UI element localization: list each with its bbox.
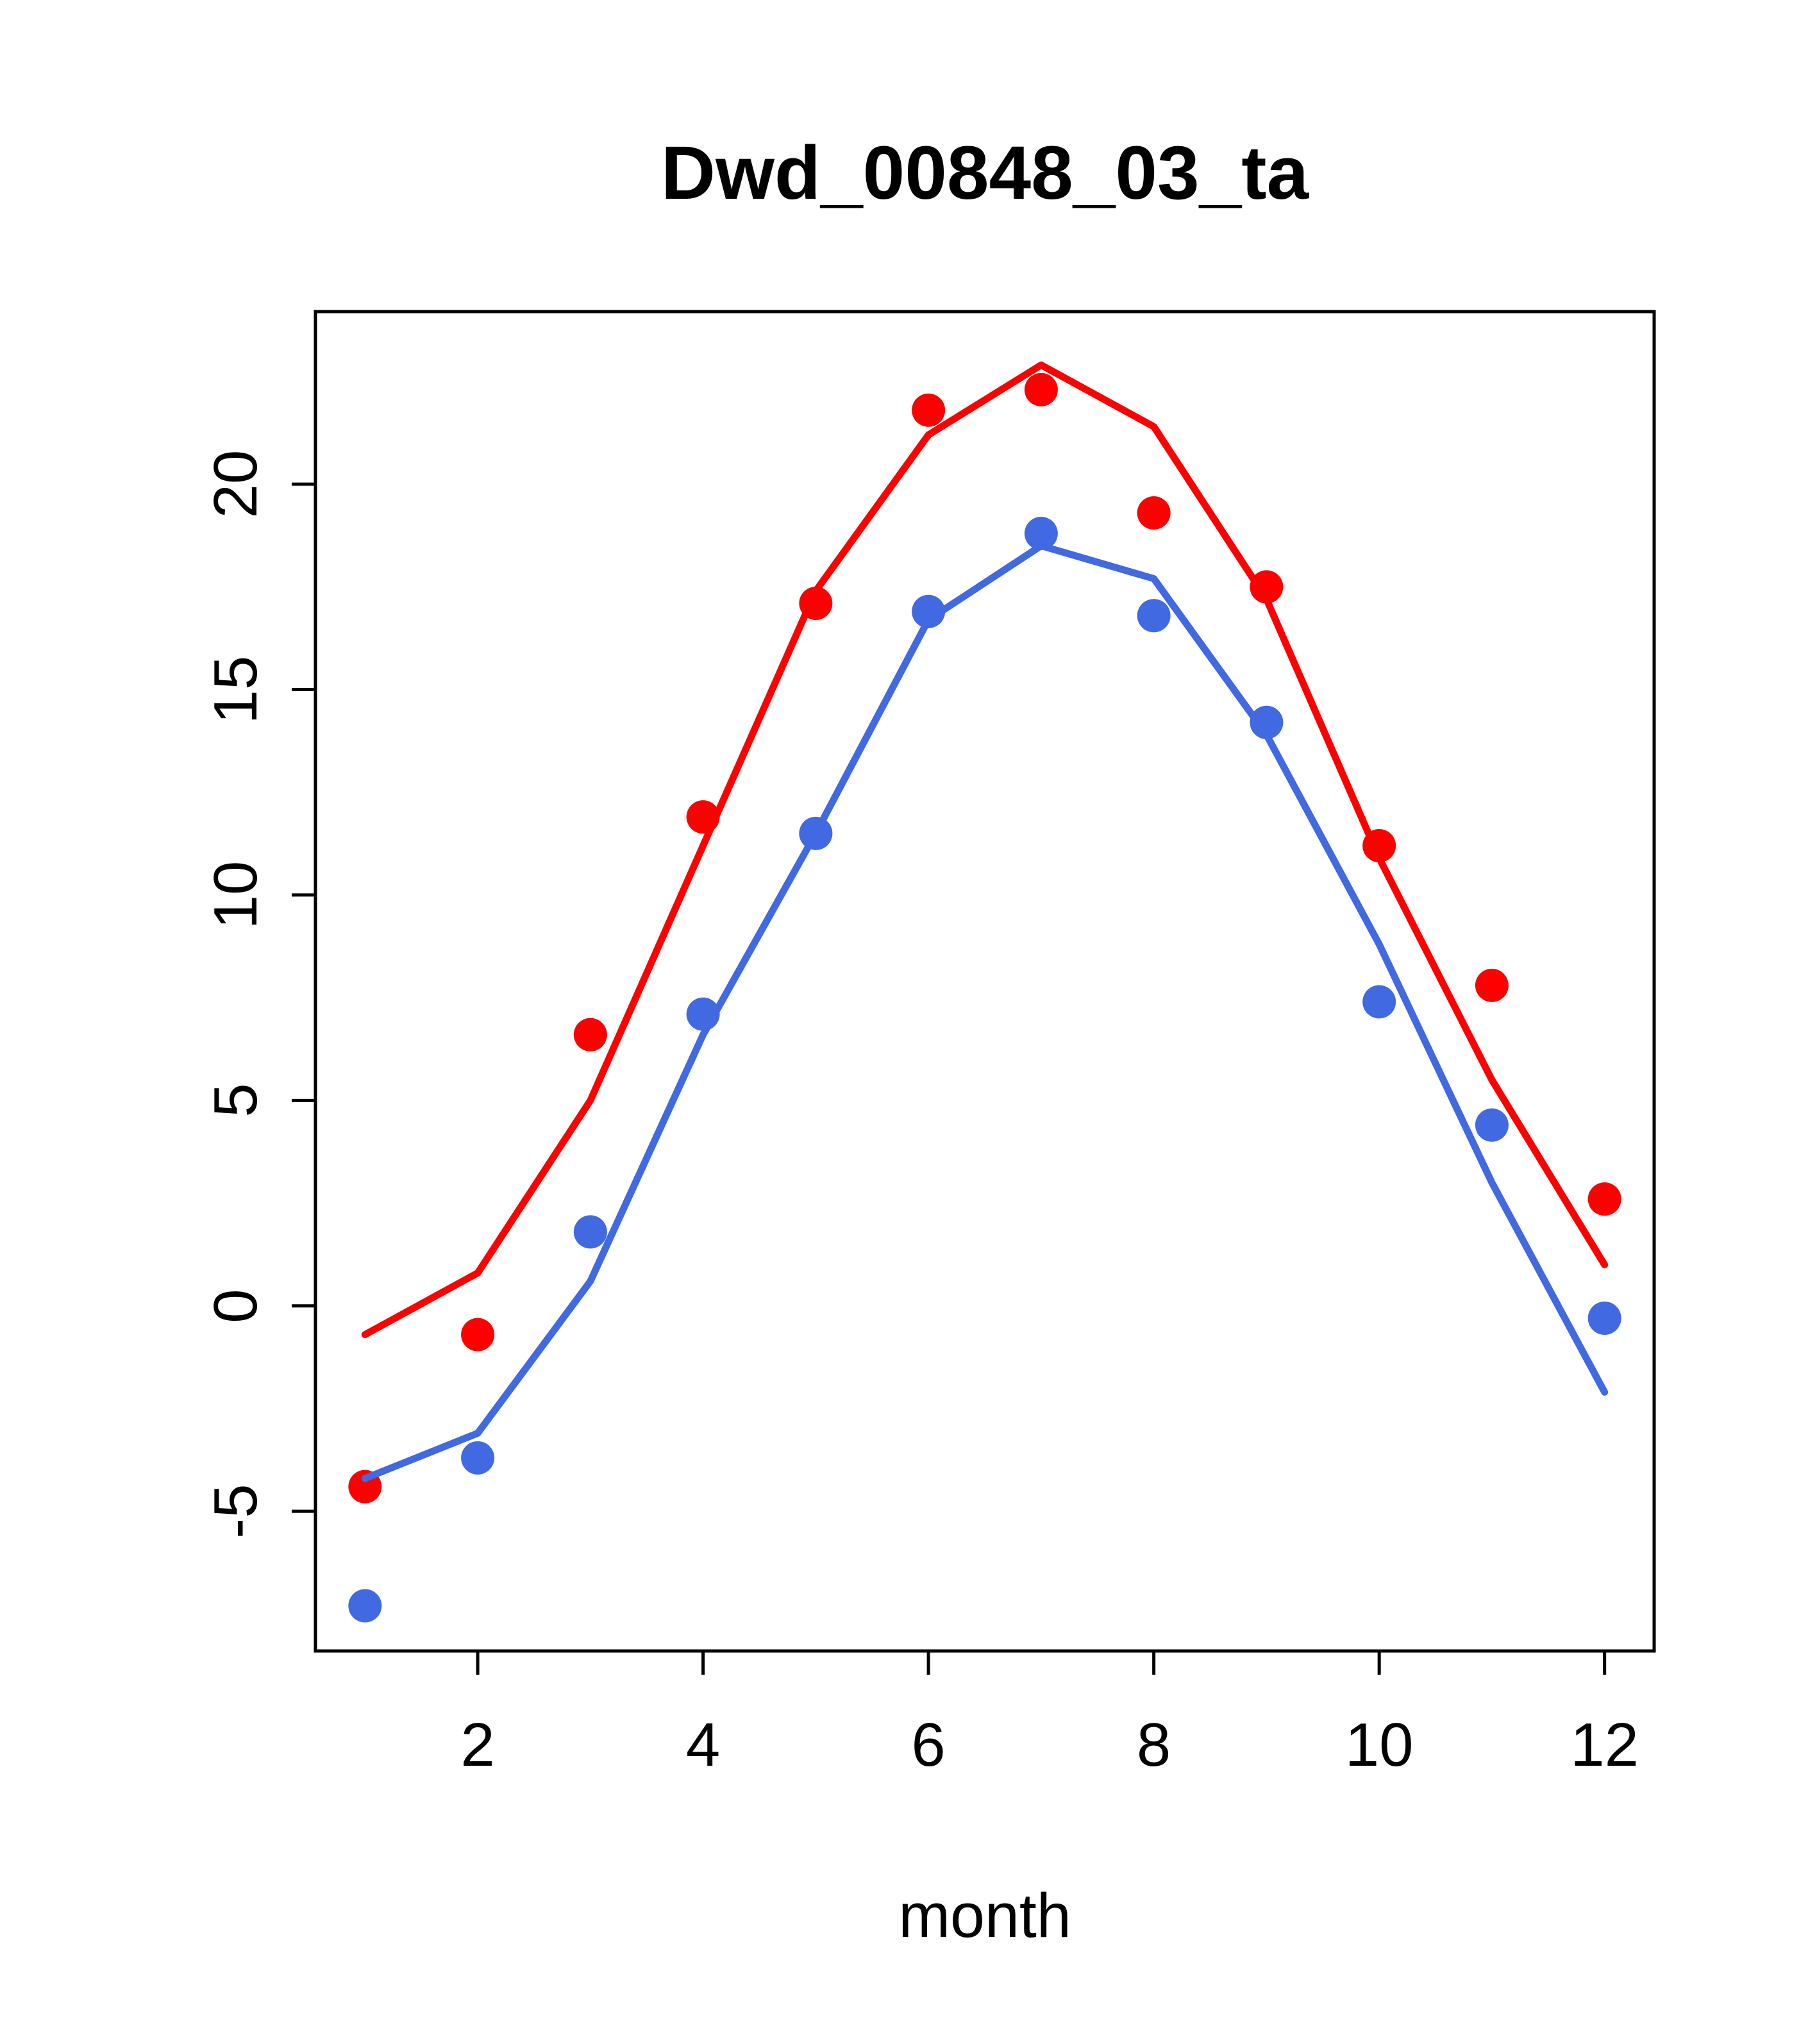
plot-box	[314, 310, 1656, 1653]
blue-points-marker	[1587, 1301, 1621, 1335]
blue-points-marker	[1362, 985, 1396, 1019]
red-line-series	[361, 361, 1609, 1339]
red-points-marker	[573, 1018, 607, 1051]
red-points-marker	[1250, 570, 1284, 604]
blue-points-marker	[573, 1215, 607, 1249]
blue-points-marker	[1024, 517, 1058, 551]
y-tick-label: 0	[201, 1289, 270, 1323]
red-points-marker	[1362, 829, 1396, 863]
blue-points-marker	[461, 1441, 495, 1475]
blue-points-marker	[1137, 599, 1171, 633]
red-points-marker	[1137, 496, 1171, 530]
blue-points-marker	[1475, 1108, 1509, 1142]
blue-points-marker	[912, 594, 946, 628]
red-points-marker	[686, 800, 720, 834]
x-tick-label: 8	[1136, 1711, 1171, 1779]
y-tick-label: -5	[201, 1484, 270, 1539]
x-tick-label: 6	[911, 1711, 946, 1779]
red-points-marker	[799, 586, 833, 620]
x-tick-label: 4	[685, 1711, 721, 1779]
blue-points-marker	[1250, 705, 1284, 739]
blue-line-series	[361, 542, 1609, 1482]
red-points-marker	[912, 393, 946, 427]
y-tick-label: 15	[201, 655, 270, 724]
x-axis-title: month	[898, 1881, 1071, 1950]
red-points-marker	[1475, 968, 1509, 1002]
red-points-marker	[1024, 373, 1058, 406]
red-points-marker	[461, 1318, 495, 1352]
blue-points-marker	[348, 1589, 382, 1623]
y-tick-label: 5	[201, 1083, 270, 1118]
x-tick-label: 12	[1570, 1711, 1639, 1779]
x-tick-label: 2	[460, 1711, 495, 1779]
blue-points-marker	[686, 997, 720, 1031]
x-tick-label: 10	[1344, 1711, 1414, 1779]
y-tick-label: 10	[201, 860, 270, 930]
blue-points-marker	[799, 816, 833, 850]
chart-title: Dwd_00848_03_ta	[660, 131, 1309, 215]
y-tick-label: 20	[201, 449, 270, 519]
red-points-marker	[1587, 1182, 1621, 1216]
